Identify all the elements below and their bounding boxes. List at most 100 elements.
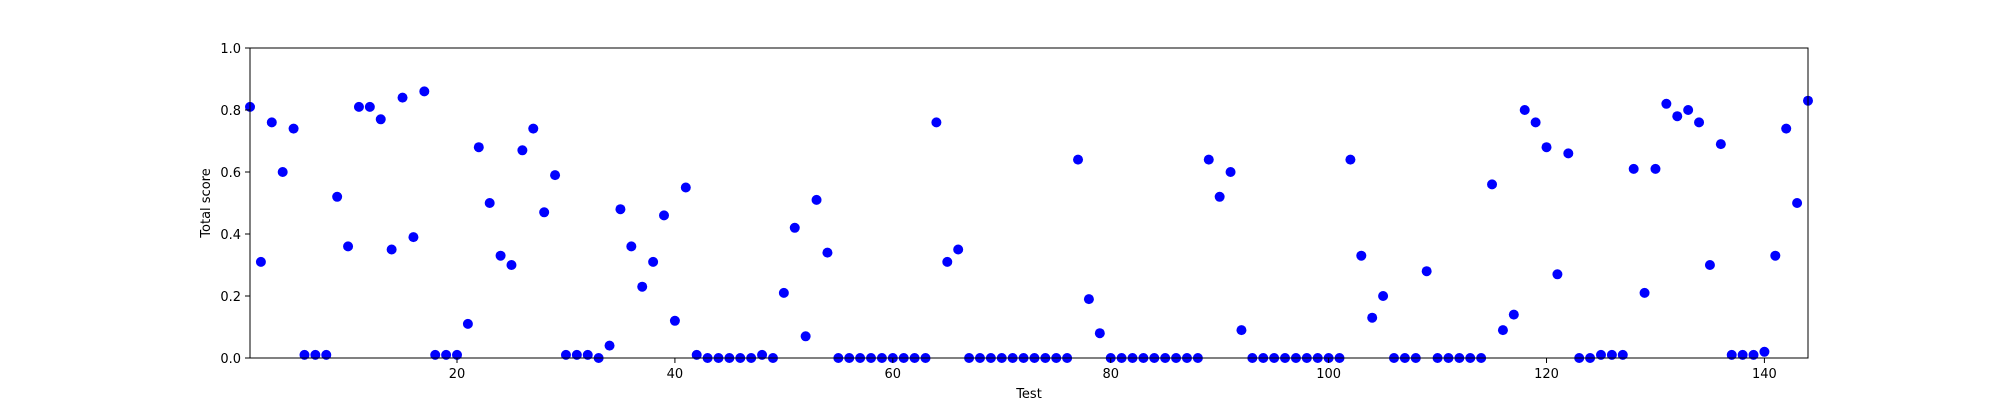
data-point-104 — [1367, 312, 1378, 323]
data-point-116 — [1497, 325, 1508, 336]
data-point-119 — [1530, 117, 1541, 128]
data-point-137 — [1726, 349, 1737, 360]
data-point-79 — [1094, 328, 1105, 339]
data-point-27 — [528, 123, 539, 134]
y-tick-label: 0.0 — [220, 352, 241, 367]
data-point-18 — [430, 349, 441, 360]
data-point-35 — [615, 204, 626, 215]
data-point-133 — [1683, 105, 1694, 115]
data-point-142 — [1781, 123, 1792, 134]
data-point-130 — [1650, 163, 1661, 174]
data-point-8 — [321, 349, 332, 360]
data-point-13 — [375, 114, 386, 125]
data-point-3 — [266, 117, 277, 128]
data-point-51 — [789, 222, 800, 233]
data-point-53 — [811, 194, 822, 205]
data-point-138 — [1737, 349, 1748, 360]
data-point-12 — [364, 101, 375, 112]
data-point-65 — [942, 256, 953, 267]
data-point-121 — [1552, 269, 1563, 280]
data-point-17 — [419, 86, 430, 97]
data-point-34 — [604, 340, 615, 351]
y-tick-label: 1.0 — [220, 42, 241, 57]
data-point-125 — [1595, 349, 1606, 360]
data-point-36 — [626, 241, 637, 252]
data-point-117 — [1508, 309, 1519, 320]
x-tick-label: 100 — [1316, 367, 1341, 382]
data-point-128 — [1628, 163, 1639, 174]
data-point-5 — [288, 123, 299, 134]
data-point-66 — [953, 244, 964, 255]
x-tick-label: 140 — [1752, 367, 1777, 382]
data-point-90 — [1214, 191, 1225, 202]
data-point-40 — [669, 315, 680, 326]
data-point-102 — [1345, 154, 1356, 165]
data-point-136 — [1715, 139, 1726, 150]
data-point-134 — [1694, 117, 1705, 128]
data-point-77 — [1073, 154, 1084, 165]
data-point-129 — [1639, 287, 1650, 298]
data-point-135 — [1704, 260, 1715, 270]
data-point-32 — [582, 349, 593, 360]
data-point-115 — [1487, 179, 1498, 190]
data-point-42 — [691, 349, 702, 360]
data-point-2 — [255, 256, 266, 267]
plot-area-frame — [249, 47, 1809, 359]
data-point-4 — [277, 167, 288, 177]
data-point-22 — [473, 142, 484, 153]
data-point-140 — [1759, 346, 1770, 357]
data-point-126 — [1606, 349, 1617, 360]
data-point-14 — [386, 244, 397, 255]
x-tick-label: 80 — [1102, 367, 1119, 382]
data-point-139 — [1748, 349, 1759, 360]
data-point-118 — [1519, 105, 1530, 115]
data-point-6 — [299, 349, 310, 360]
data-point-89 — [1203, 154, 1214, 165]
data-point-91 — [1225, 167, 1236, 177]
data-point-7 — [310, 349, 321, 360]
x-tick-label: 20 — [449, 367, 466, 382]
y-tick-label: 0.8 — [220, 104, 241, 119]
y-tick-label: 0.2 — [220, 290, 241, 305]
data-point-9 — [332, 191, 343, 202]
data-point-28 — [539, 207, 550, 218]
x-tick-label: 120 — [1534, 367, 1559, 382]
data-point-11 — [353, 101, 364, 112]
data-points — [245, 86, 1813, 363]
data-point-31 — [571, 349, 582, 360]
data-point-103 — [1356, 250, 1367, 261]
y-axis-ticks: 0.0 0.2 0.4 0.6 0.8 1.0 — [220, 42, 250, 367]
data-point-54 — [822, 247, 833, 258]
data-point-131 — [1661, 98, 1672, 109]
x-tick-label: 60 — [885, 367, 902, 382]
data-point-37 — [637, 281, 648, 292]
data-point-24 — [495, 250, 506, 261]
data-point-19 — [441, 349, 452, 360]
data-point-48 — [757, 349, 768, 360]
data-point-26 — [517, 145, 528, 156]
data-point-127 — [1617, 349, 1628, 360]
x-tick-label: 40 — [667, 367, 684, 382]
data-point-141 — [1770, 250, 1781, 261]
data-point-29 — [550, 170, 561, 181]
y-axis-label: Total score — [199, 168, 214, 238]
data-point-92 — [1236, 325, 1247, 336]
data-point-20 — [452, 349, 463, 360]
y-tick-label: 0.4 — [220, 228, 241, 243]
data-point-38 — [648, 256, 659, 267]
data-point-78 — [1083, 294, 1094, 305]
data-point-143 — [1792, 198, 1803, 208]
data-point-122 — [1563, 148, 1574, 159]
data-point-10 — [343, 241, 354, 252]
data-point-109 — [1421, 266, 1432, 277]
data-point-30 — [560, 349, 571, 360]
data-point-21 — [462, 318, 473, 329]
data-point-25 — [506, 260, 517, 270]
data-point-120 — [1541, 142, 1552, 153]
x-axis-label: Test — [1015, 387, 1042, 400]
data-point-105 — [1378, 291, 1389, 301]
data-point-64 — [931, 117, 942, 128]
data-point-50 — [778, 287, 789, 298]
